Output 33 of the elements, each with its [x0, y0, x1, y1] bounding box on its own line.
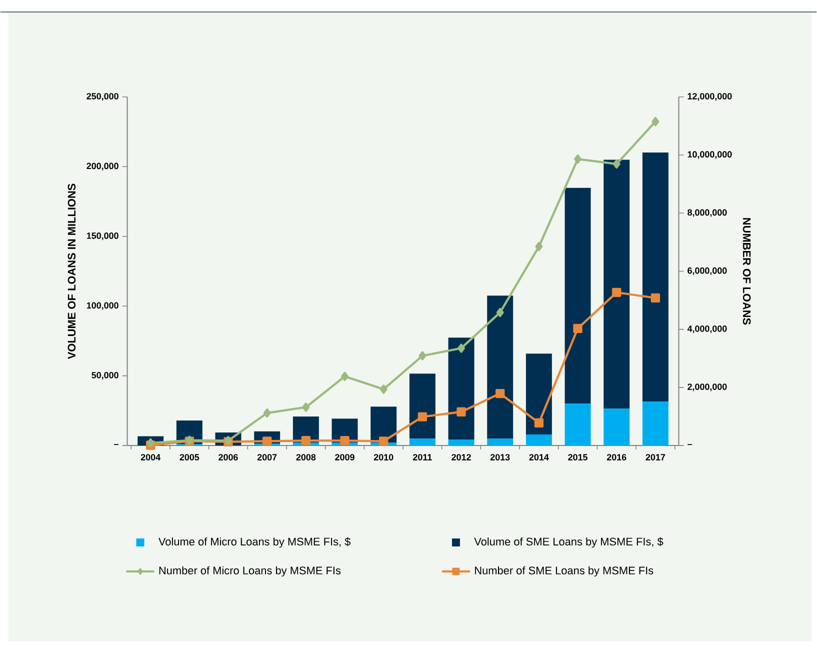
x-tick-label: 2012: [452, 454, 471, 460]
y-axis-title: VOLUME OF LOANS IN MILLIONS: [68, 184, 76, 359]
x-tick-label: 2016: [606, 454, 626, 460]
y-tick-label: 50,000: [92, 372, 118, 380]
y-tick-label: 250,000: [86, 92, 118, 101]
legend-label: Volume of Micro Loans by MSME FIs, $: [158, 537, 351, 548]
x-tick-label: 2013: [490, 454, 510, 460]
x-tick-label: 2009: [335, 454, 354, 460]
legend-label: Number of Micro Loans by MSME FIs: [159, 566, 341, 576]
y2-tick-label: –: [688, 444, 692, 445]
x-tick-label: 2006: [218, 454, 238, 460]
y-tick-label: –: [114, 444, 118, 445]
legend-label: Volume of SME Loans by MSME FIs, $: [474, 537, 664, 548]
y2-axis-title: NUMBER OF LOANS: [742, 218, 751, 324]
x-tick-label: 2008: [296, 454, 316, 460]
x-tick-label: 2007: [257, 454, 277, 460]
x-tick-label: 2004: [140, 454, 160, 460]
x-tick-label: 2005: [180, 454, 200, 460]
y-tick-label: 100,000: [86, 302, 118, 310]
y2-tick-label: 6,000,000: [688, 267, 727, 275]
x-tick-label: 2017: [646, 454, 666, 460]
legend-label: Number of SME Loans by MSME FIs: [475, 566, 654, 576]
x-tick-label: 2014: [529, 454, 549, 460]
x-tick-label: 2010: [374, 454, 394, 460]
y-tick-label: 200,000: [86, 162, 118, 170]
y-tick-label: 150,000: [86, 232, 118, 240]
y2-tick-label: 2,000,000: [688, 383, 727, 392]
y2-tick-label: 12,000,000: [688, 92, 732, 101]
y2-tick-label: 10,000,000: [688, 151, 732, 159]
x-tick-label: 2011: [413, 454, 432, 460]
y2-tick-label: 8,000,000: [688, 209, 727, 217]
y2-tick-label: 4,000,000: [687, 325, 727, 333]
x-tick-label: 2015: [568, 454, 588, 460]
